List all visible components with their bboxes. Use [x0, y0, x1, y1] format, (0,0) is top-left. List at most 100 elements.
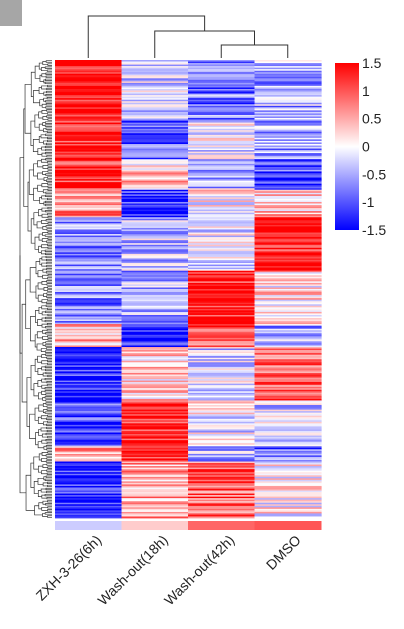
heatmap-cell: [188, 142, 256, 145]
heatmap-cell: [55, 356, 123, 359]
heatmap-cell: [121, 116, 189, 119]
heatmap-cell: [121, 61, 189, 64]
heatmap-cell: [121, 319, 189, 322]
row-dendrogram-link: [45, 368, 52, 372]
row-dendrogram-link: [34, 65, 40, 79]
heatmap-cell: [254, 247, 322, 250]
heatmap-cell: [188, 430, 256, 433]
heatmap-cell: [188, 464, 256, 467]
heatmap-cell: [121, 458, 189, 461]
heatmap-cell: [121, 314, 189, 317]
heatmap-cell: [121, 89, 189, 91]
row-dendrogram-link: [38, 502, 43, 510]
heatmap-cell: [254, 272, 322, 275]
heatmap-cell: [55, 311, 123, 314]
heatmap-cell: [121, 203, 189, 206]
heatmap-cell: [188, 87, 256, 90]
heatmap-cell: [121, 119, 189, 122]
heatmap-cell: [254, 287, 322, 290]
heatmap-cell: [254, 311, 322, 314]
heatmap-cell: [55, 215, 123, 218]
heatmap-cell: [55, 192, 123, 195]
heatmap-cell: [188, 102, 256, 105]
heatmap-cell: [55, 183, 123, 186]
heatmap-cell: [121, 79, 189, 82]
row-dendrogram-link: [21, 303, 27, 403]
heatmap-cell: [55, 463, 123, 465]
heatmap-cell: [254, 464, 322, 467]
heatmap-cell: [254, 319, 322, 322]
heatmap-cell: [254, 145, 322, 148]
column-bar-cell: [121, 521, 189, 530]
row-dendrogram-link: [47, 313, 52, 317]
heatmap-cell: [188, 456, 256, 459]
heatmap-cell: [254, 229, 322, 232]
heatmap-cell: [254, 417, 322, 420]
row-dendrogram-link: [45, 316, 52, 320]
heatmap-cell: [254, 429, 322, 432]
heatmap-cell: [121, 365, 189, 368]
row-dendrogram-link: [39, 258, 42, 265]
heatmap-cell: [121, 137, 189, 140]
heatmap-cell: [121, 340, 189, 343]
heatmap-cell: [188, 412, 256, 415]
heatmap-cell: [188, 394, 256, 397]
row-dendrogram-link: [28, 169, 34, 195]
heatmap-cell: [55, 504, 123, 507]
heatmap-cell: [55, 354, 123, 357]
heatmap-cell: [121, 403, 189, 406]
heatmap-cell: [55, 405, 123, 407]
heatmap-cell: [121, 513, 189, 516]
heatmap-cell: [188, 324, 256, 327]
heatmap-cell: [55, 270, 123, 273]
heatmap-cell: [121, 63, 189, 65]
row-dendrogram-link: [45, 255, 52, 259]
heatmap-cell: [254, 333, 322, 336]
heatmap-cell: [121, 145, 189, 148]
heatmap-cell: [254, 142, 322, 145]
heatmap-cell: [188, 473, 256, 476]
heatmap-cell: [55, 415, 123, 418]
heatmap-cell: [55, 96, 123, 99]
heatmap-cell: [121, 244, 189, 247]
row-dendrogram-link: [45, 439, 52, 442]
heatmap-cell: [188, 163, 256, 166]
heatmap-cell: [121, 96, 189, 99]
heatmap-cell: [121, 214, 189, 217]
row-dendrogram-link: [47, 466, 52, 469]
heatmap-cell: [254, 351, 322, 354]
heatmap-cell: [121, 110, 189, 113]
heatmap-cell: [121, 250, 189, 253]
heatmap-cell: [55, 322, 123, 325]
heatmap-cell: [121, 496, 189, 499]
heatmap-cell: [188, 511, 256, 514]
heatmap-cell: [188, 189, 256, 192]
row-dendrogram-link: [46, 87, 52, 91]
row-dendrogram-link: [41, 470, 48, 475]
heatmap-cell: [188, 166, 256, 169]
heatmap-cell: [121, 125, 189, 128]
heatmap-cell: [55, 426, 123, 429]
heatmap-cell: [121, 414, 189, 417]
heatmap-cell: [121, 172, 189, 175]
heatmap-cell: [55, 369, 123, 372]
heatmap-cell: [254, 177, 322, 180]
row-dendrogram-link: [43, 476, 47, 481]
heatmap-cell: [121, 198, 189, 201]
heatmap-cell: [55, 453, 123, 456]
heatmap-cell: [121, 354, 189, 357]
heatmap-cell: [254, 299, 322, 302]
heatmap-cell: [55, 116, 123, 119]
heatmap-cell: [188, 377, 256, 380]
heatmap-cell: [254, 259, 322, 262]
heatmap-cell: [188, 191, 256, 194]
heatmap-cell: [188, 171, 256, 174]
heatmap-cell: [254, 143, 322, 146]
heatmap-cell: [121, 128, 189, 131]
heatmap-cell: [254, 318, 322, 320]
heatmap-cell: [254, 485, 322, 488]
heatmap-cell: [55, 64, 123, 67]
heatmap-cell: [55, 377, 123, 380]
heatmap-cell: [55, 333, 123, 336]
